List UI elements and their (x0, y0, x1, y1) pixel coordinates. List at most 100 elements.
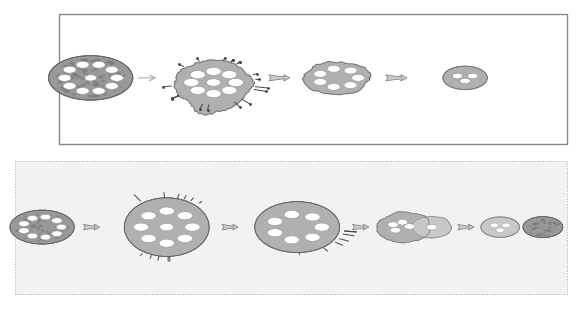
Circle shape (532, 223, 536, 225)
Circle shape (64, 72, 68, 74)
Circle shape (460, 78, 470, 84)
Circle shape (36, 228, 40, 230)
Circle shape (92, 61, 97, 63)
Circle shape (30, 235, 32, 237)
Circle shape (83, 59, 88, 61)
Circle shape (534, 228, 536, 229)
Circle shape (91, 60, 97, 63)
Circle shape (29, 235, 32, 236)
Circle shape (344, 67, 357, 74)
Circle shape (536, 222, 541, 225)
Circle shape (43, 221, 46, 222)
Circle shape (314, 78, 326, 85)
Circle shape (66, 83, 70, 85)
Circle shape (111, 74, 123, 81)
Circle shape (37, 226, 40, 228)
Circle shape (32, 224, 35, 226)
Circle shape (68, 76, 74, 78)
Circle shape (63, 229, 67, 230)
Circle shape (87, 83, 90, 85)
Circle shape (54, 222, 56, 223)
Circle shape (54, 230, 56, 231)
Circle shape (113, 67, 119, 70)
Circle shape (71, 73, 78, 76)
Circle shape (207, 79, 221, 86)
Circle shape (118, 78, 122, 81)
Circle shape (546, 230, 550, 232)
Circle shape (390, 227, 401, 233)
Circle shape (91, 70, 95, 72)
Circle shape (547, 229, 550, 231)
Circle shape (23, 218, 26, 220)
Circle shape (177, 235, 192, 243)
Circle shape (37, 240, 40, 242)
Circle shape (77, 85, 83, 88)
Circle shape (113, 90, 115, 91)
Circle shape (534, 227, 538, 229)
Circle shape (61, 218, 64, 219)
Circle shape (88, 94, 94, 98)
Circle shape (19, 222, 22, 223)
Circle shape (10, 210, 74, 244)
Circle shape (24, 215, 27, 217)
Circle shape (82, 60, 85, 61)
Circle shape (35, 226, 37, 228)
Circle shape (556, 223, 560, 225)
Circle shape (305, 213, 320, 221)
Polygon shape (302, 61, 371, 95)
Circle shape (44, 217, 48, 219)
Circle shape (90, 60, 94, 62)
Circle shape (56, 224, 67, 230)
Circle shape (25, 223, 27, 224)
Circle shape (60, 87, 66, 90)
Circle shape (26, 222, 29, 224)
Polygon shape (411, 217, 452, 238)
Circle shape (40, 214, 51, 220)
Circle shape (96, 59, 102, 62)
Circle shape (23, 226, 26, 228)
Circle shape (58, 79, 65, 83)
Circle shape (46, 231, 49, 232)
Circle shape (39, 238, 43, 240)
Circle shape (94, 95, 97, 97)
Circle shape (51, 231, 62, 236)
Circle shape (106, 61, 112, 63)
Circle shape (36, 214, 39, 215)
Circle shape (60, 234, 64, 236)
Circle shape (267, 218, 283, 226)
Circle shape (101, 62, 108, 65)
Circle shape (40, 229, 44, 231)
Circle shape (68, 63, 71, 64)
Circle shape (532, 222, 537, 225)
Circle shape (95, 95, 100, 97)
Circle shape (23, 229, 28, 231)
Circle shape (443, 66, 487, 90)
Circle shape (92, 61, 105, 68)
Circle shape (93, 64, 96, 66)
Circle shape (553, 222, 556, 224)
Circle shape (113, 75, 119, 78)
Circle shape (159, 207, 174, 215)
Circle shape (535, 222, 537, 223)
Circle shape (106, 85, 111, 88)
Circle shape (133, 223, 149, 231)
Circle shape (105, 66, 118, 73)
Circle shape (94, 68, 98, 70)
Circle shape (26, 221, 28, 222)
Circle shape (117, 74, 121, 76)
Circle shape (159, 239, 174, 247)
Circle shape (502, 223, 510, 227)
Circle shape (65, 65, 71, 68)
Circle shape (58, 74, 71, 81)
Circle shape (66, 226, 70, 228)
Circle shape (33, 216, 36, 218)
Circle shape (109, 82, 116, 85)
Circle shape (119, 86, 122, 88)
Circle shape (23, 238, 26, 239)
Circle shape (31, 234, 35, 236)
Circle shape (44, 215, 47, 217)
Circle shape (539, 235, 541, 236)
Circle shape (26, 218, 30, 220)
Circle shape (549, 223, 552, 225)
Circle shape (94, 83, 101, 87)
